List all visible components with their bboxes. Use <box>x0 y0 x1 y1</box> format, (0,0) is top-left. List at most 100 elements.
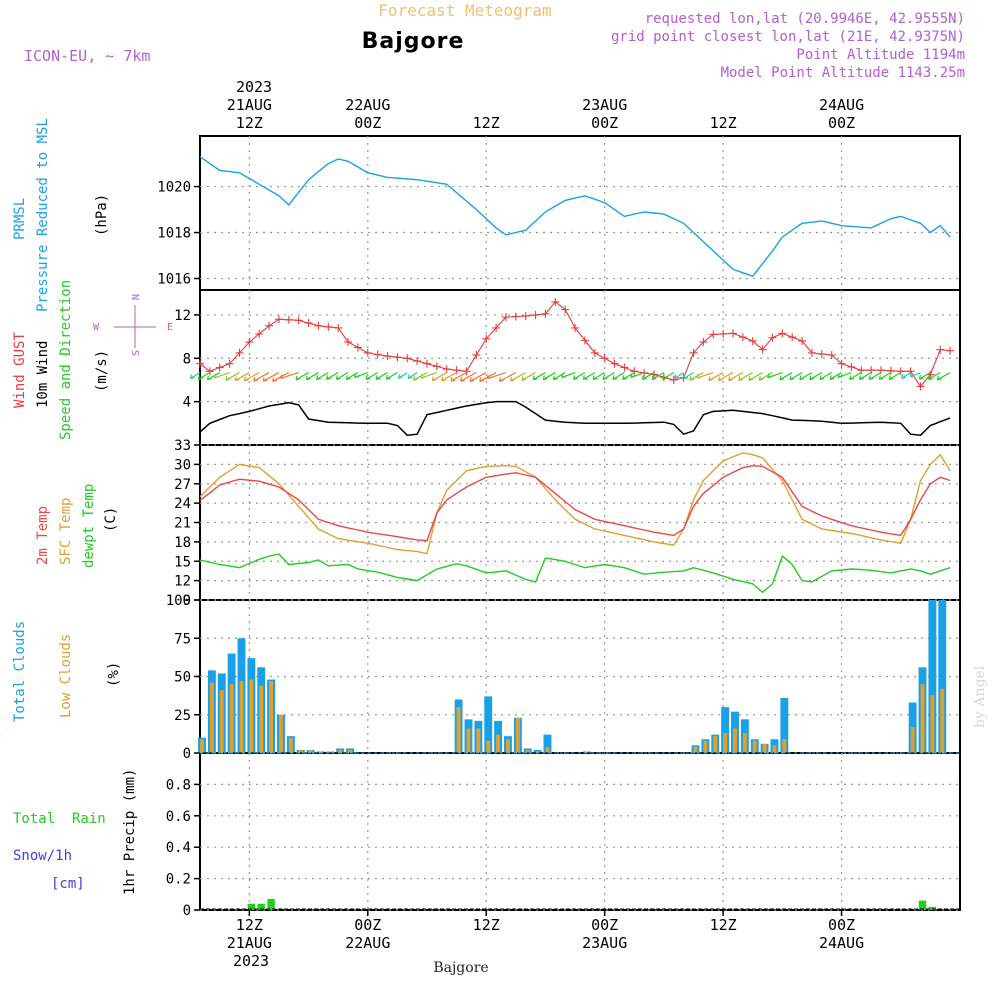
low-cloud-bar <box>703 740 708 753</box>
wind-direction-arrow <box>779 372 793 381</box>
wind-tick-label: 8 <box>183 351 191 367</box>
gust-marker <box>817 349 826 358</box>
wind-direction-arrow <box>602 372 615 380</box>
gust-marker <box>472 351 481 360</box>
compass-w: W <box>93 322 100 333</box>
pressure-tick-label: 1018 <box>157 226 191 242</box>
wind-direction-arrow <box>572 372 586 380</box>
wind-direction-arrow <box>878 372 892 380</box>
gust-marker <box>265 321 274 330</box>
gust-marker <box>600 354 609 363</box>
wind-direction-arrow <box>849 372 862 380</box>
rain-bar <box>247 903 256 910</box>
low-cloud-bar <box>288 737 293 753</box>
wind-direction-arrow <box>253 372 270 382</box>
gust-marker <box>294 316 303 325</box>
wind-direction-arrow <box>582 372 596 380</box>
gust-marker <box>344 338 353 347</box>
wind-direction-arrow <box>868 372 882 381</box>
low-cloud-bar <box>308 749 313 753</box>
wind-direction-arrow <box>630 371 645 379</box>
gust-marker <box>413 356 422 365</box>
model-label: ICON-EU, ~ 7km <box>24 47 150 65</box>
clouds-tick-label: 25 <box>174 708 191 724</box>
wind-direction-arrow <box>486 371 507 380</box>
wind-direction-arrow <box>837 371 852 379</box>
wind-direction-arrow <box>498 372 517 383</box>
wind-direction-arrow <box>460 372 477 382</box>
wind-direction-arrow <box>641 372 655 381</box>
bottom-hour-label: 00Z <box>354 916 381 934</box>
wind-direction-arrow <box>738 372 754 381</box>
gust-marker <box>462 367 471 376</box>
gust-marker <box>255 329 264 338</box>
wind-direction-arrow <box>521 372 536 381</box>
gust-marker <box>936 345 945 354</box>
low-cloud-bar <box>782 739 787 753</box>
bottom-day-label: 23AUG <box>582 934 627 952</box>
total-cloud-bar <box>938 600 947 753</box>
low-cloud-bar <box>910 726 915 753</box>
gust-marker <box>916 382 925 391</box>
wind-direction-arrow <box>683 372 694 380</box>
wind-direction-arrow <box>651 372 665 381</box>
compass-e: E <box>167 322 173 333</box>
top-hour-label: 00Z <box>828 114 855 132</box>
gust-marker <box>719 329 728 338</box>
top-day-label: 24AUG <box>819 96 864 114</box>
gust-marker <box>946 346 955 355</box>
gust-marker <box>699 338 708 347</box>
wind-direction-arrow <box>335 372 349 380</box>
t2m-line <box>199 464 951 542</box>
clouds-tick-label: 75 <box>174 631 191 647</box>
wind-direction-arrow <box>819 372 832 381</box>
gust-marker <box>205 367 214 376</box>
gust-marker <box>531 310 540 319</box>
gust-marker <box>620 363 629 372</box>
gust-marker <box>788 333 797 342</box>
grid-point-coords: grid point closest lon,lat (21E, 42.9375… <box>611 29 965 45</box>
wind-direction-arrow <box>262 372 280 382</box>
total-cloud-bar <box>928 600 937 753</box>
model-altitude: Model Point Altitude 1143.25m <box>721 65 965 81</box>
low-cloud-bar <box>249 679 254 753</box>
top-hour-label: 12Z <box>236 114 263 132</box>
gust-marker <box>363 348 372 357</box>
top-hour-label: 12Z <box>473 114 500 132</box>
low-cloud-bar <box>693 746 698 753</box>
wind-direction-arrow <box>354 371 369 379</box>
pressure-tick-label: 1020 <box>157 180 191 196</box>
gust-marker <box>748 336 757 345</box>
rain-bar <box>257 903 265 910</box>
wind-direction-arrow <box>728 372 744 382</box>
low-cloud-bar <box>239 681 244 753</box>
gust-marker <box>768 333 777 342</box>
gust-marker <box>423 359 432 368</box>
wind-direction-arrow <box>243 372 260 382</box>
gust-marker <box>314 321 323 330</box>
precip-tick-label: 0.2 <box>166 872 191 888</box>
top-day-label: 23AUG <box>582 96 627 114</box>
wind-direction-arrow <box>674 372 684 379</box>
wind-direction-arrow <box>936 372 951 381</box>
footer-location: Bajgore <box>433 960 488 976</box>
low-cloud-bar <box>930 694 935 753</box>
low-cloud-bar <box>328 751 333 753</box>
location-title: Bajgore <box>362 29 465 54</box>
wind-direction-arrow <box>918 372 931 380</box>
temp-unit: (C) <box>103 507 119 532</box>
requested-coords: requested lon,lat (20.9946E, 42.9555N) <box>645 11 965 27</box>
temperature-tick-label: 27 <box>174 477 191 493</box>
wind-direction-arrow <box>431 372 448 382</box>
temperature-tick-label: 21 <box>174 516 191 532</box>
gust-marker <box>501 313 510 322</box>
wind-gust-label: Wind GUST <box>12 332 28 408</box>
wind-direction-arrow <box>592 372 605 380</box>
precip-axis-label: 1hr Precip (mm) <box>122 769 138 895</box>
gust-marker <box>521 312 530 321</box>
temperature-tick-label: 15 <box>174 554 191 570</box>
product-title: Forecast Meteogram <box>378 1 551 20</box>
wind-direction-arrow <box>225 372 240 381</box>
wind-direction-arrow <box>927 372 941 381</box>
bottom-day-label: 21AUG <box>227 934 272 952</box>
